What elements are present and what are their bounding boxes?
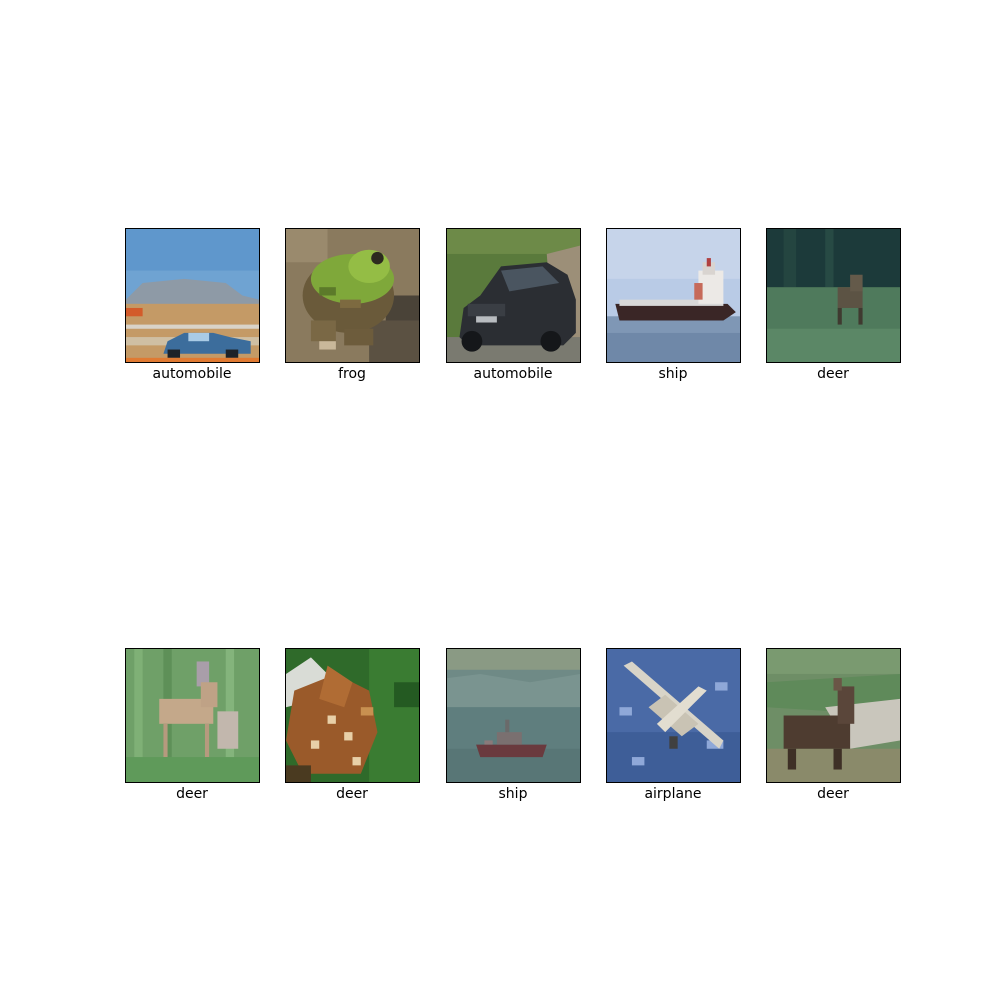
image-tile-ship-2 [446, 648, 581, 783]
image-tile-frog [285, 228, 420, 363]
image-label: airplane [644, 786, 702, 802]
image-label: deer [176, 786, 208, 802]
image-label: automobile [473, 366, 553, 382]
image-tile-automobile-2 [446, 228, 581, 363]
image-label: deer [817, 786, 849, 802]
image-tile-automobile-1 [125, 228, 260, 363]
image-tile-airplane [606, 648, 741, 783]
ship-image [607, 229, 740, 362]
image-label: deer [817, 366, 849, 382]
image-label: ship [658, 366, 688, 382]
image-tile-deer-2 [125, 648, 260, 783]
image-label: ship [498, 786, 528, 802]
image-tile-deer-3 [285, 648, 420, 783]
deer-image [767, 649, 900, 782]
deer-image [767, 229, 900, 362]
automobile-image [126, 229, 259, 362]
image-tile-deer-4 [766, 648, 901, 783]
deer-image [286, 649, 419, 782]
image-tile-deer-1 [766, 228, 901, 363]
deer-image [126, 649, 259, 782]
frog-image [286, 229, 419, 362]
ship-image [447, 649, 580, 782]
image-label: automobile [152, 366, 232, 382]
image-tile-ship-1 [606, 228, 741, 363]
image-label: deer [336, 786, 368, 802]
automobile-image [447, 229, 580, 362]
image-label: frog [338, 366, 366, 382]
airplane-image [607, 649, 740, 782]
